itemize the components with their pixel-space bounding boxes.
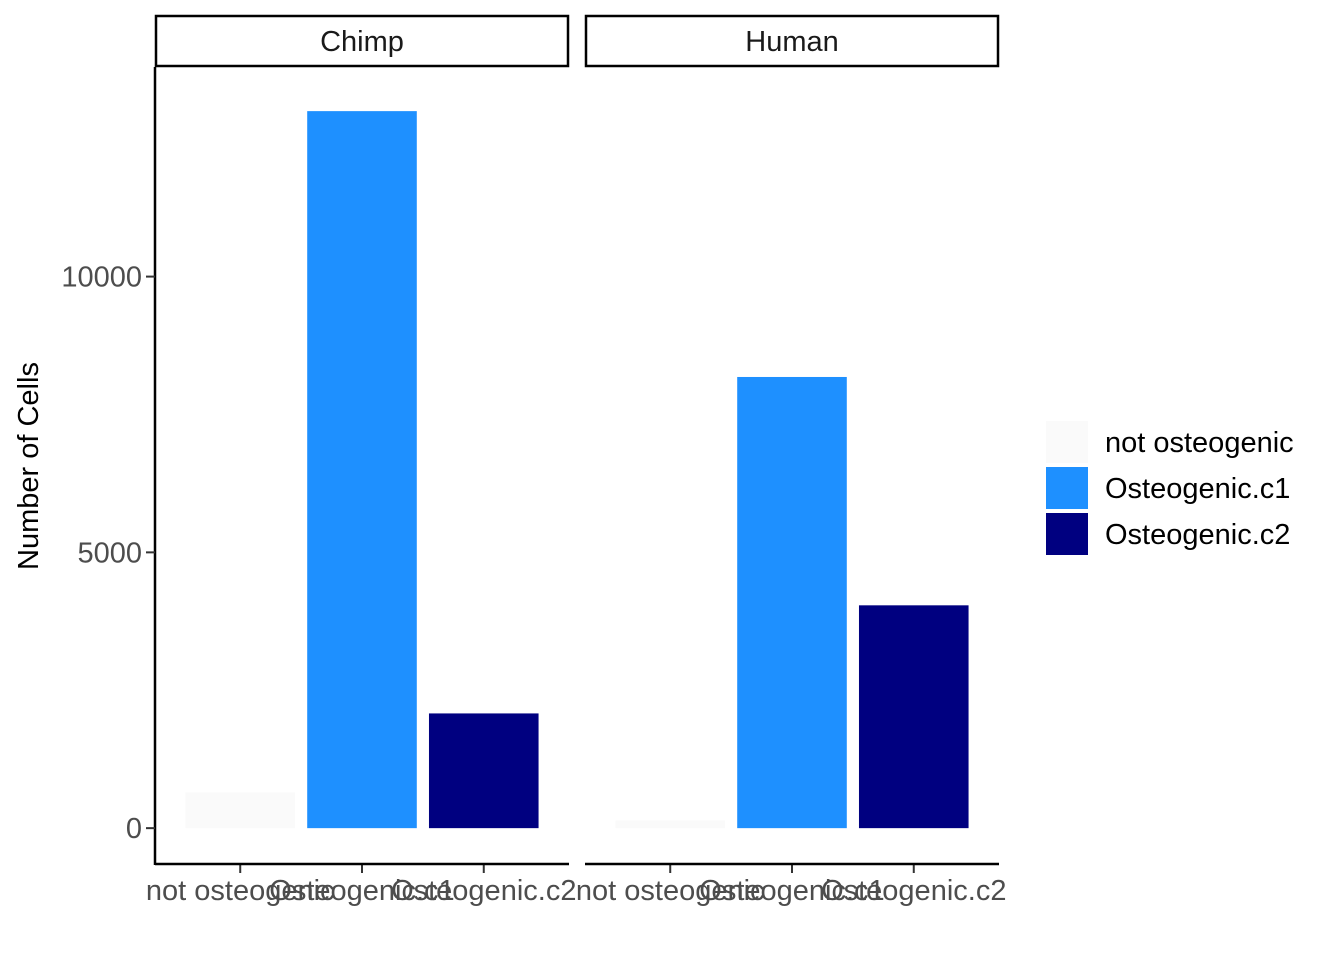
legend: not osteogenic Osteogenic.c1 Osteogenic.c2 bbox=[1046, 421, 1294, 555]
bar-human-not-osteogenic bbox=[615, 820, 726, 829]
bar-chimp-osteogenic-c1 bbox=[307, 111, 417, 829]
y-tick-label: 0 bbox=[126, 813, 142, 845]
bar-human-osteogenic-c1 bbox=[737, 376, 847, 829]
y-tick-label: 5000 bbox=[77, 537, 142, 569]
y-tick-label: 10000 bbox=[61, 262, 142, 294]
x-tick-label: Osteogenic.c1 bbox=[269, 875, 454, 907]
x-tick-label: Osteogenic.c2 bbox=[391, 875, 576, 907]
x-tick-label: Osteogenic.c1 bbox=[699, 875, 884, 907]
x-tick-label: not osteogenic bbox=[146, 875, 335, 907]
panel-chimp: Chimp not osteogenicOsteogenic.c1Osteogen… bbox=[146, 14, 576, 907]
legend-label: Osteogenic.c2 bbox=[1105, 519, 1290, 551]
y-axis-title: Number of Cells bbox=[13, 362, 45, 570]
legend-label: not osteogenic bbox=[1105, 427, 1294, 459]
x-tick-label: Osteogenic.c2 bbox=[821, 875, 1006, 907]
legend-key-osteogenic-c1 bbox=[1046, 467, 1088, 509]
facet-strip-label: Chimp bbox=[320, 26, 404, 58]
facet-strip bbox=[584, 14, 1000, 68]
panel-human: Human not osteogenicOsteogenic.c1Osteogen… bbox=[576, 14, 1006, 907]
legend-key-not-osteogenic bbox=[1046, 421, 1088, 463]
bar-human-osteogenic-c2 bbox=[858, 605, 969, 829]
legend-key-osteogenic-c2 bbox=[1046, 513, 1088, 555]
facet-strip bbox=[154, 14, 570, 68]
legend-label: Osteogenic.c1 bbox=[1105, 473, 1290, 505]
x-tick-label: not osteogenic bbox=[576, 875, 765, 907]
facet-strip-label: Human bbox=[745, 26, 839, 58]
y-axis: 0 5000 10000 bbox=[61, 67, 157, 865]
bar-chimp-osteogenic-c2 bbox=[428, 713, 539, 829]
bar-chimp-not-osteogenic bbox=[185, 792, 296, 829]
